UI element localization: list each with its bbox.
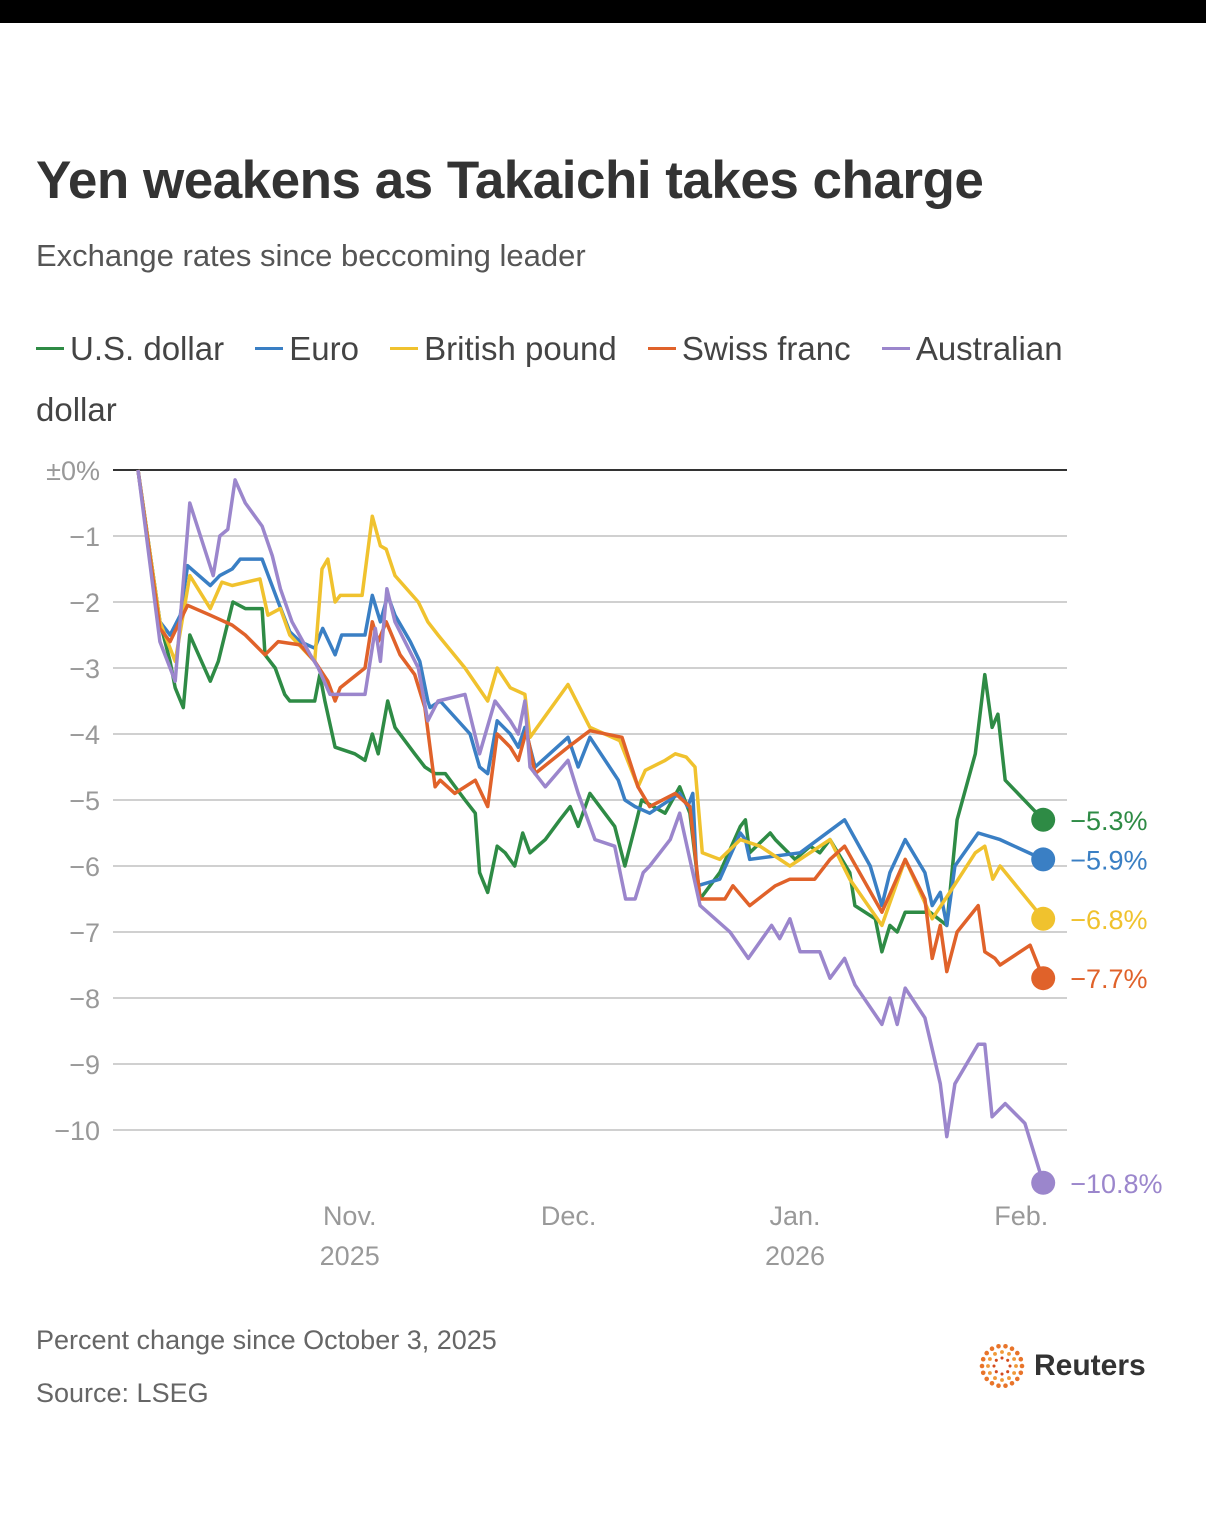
end-point-australian-dollar <box>1031 1170 1056 1195</box>
logo-dot <box>1014 1350 1020 1356</box>
legend-label: Euro <box>289 330 359 367</box>
end-label-australian-dollar: −10.8% <box>1070 1169 1162 1199</box>
y-tick-label: −10 <box>54 1116 100 1146</box>
series-line-australian-dollar <box>136 469 1045 1184</box>
legend-item-euro: Euro <box>255 330 359 367</box>
legend: U.S. dollar Euro British pound Swiss fra… <box>36 318 1166 440</box>
logo-dot <box>1000 1356 1004 1360</box>
reuters-logo-icon <box>979 1343 1025 1389</box>
end-point-british-pound <box>1031 906 1056 931</box>
series-line-swiss-franc <box>136 469 1045 979</box>
logo-dot <box>1012 1371 1017 1375</box>
logo-dot <box>996 1383 1001 1389</box>
logo-dot <box>987 1357 992 1361</box>
logo-dot <box>993 1376 997 1381</box>
legend-swatch <box>36 346 64 350</box>
x-tick-label: Nov. <box>323 1201 377 1231</box>
logo-dot <box>1006 1358 1010 1362</box>
x-tick-label: Dec. <box>541 1201 597 1231</box>
legend-item-chf: Swiss franc <box>647 330 851 367</box>
logo-dot <box>989 1346 995 1352</box>
logo-dot <box>1003 1343 1008 1349</box>
logo-dot <box>1006 1370 1010 1374</box>
y-tick-label: −4 <box>69 720 100 750</box>
end-label-u-s-dollar: −5.3% <box>1070 806 1147 836</box>
logo-dot <box>996 1343 1001 1349</box>
logo-dot <box>984 1376 990 1382</box>
logo-text: Reuters <box>1034 1349 1146 1382</box>
y-tick-label: −6 <box>69 852 100 882</box>
logo-dot <box>1012 1357 1017 1361</box>
legend-swatch <box>390 346 419 350</box>
legend-label: Australian dollar <box>36 330 1063 428</box>
logo-dot <box>980 1356 986 1362</box>
top-bar <box>0 0 1206 23</box>
end-label-euro: −5.9% <box>1070 845 1147 875</box>
logo-dot <box>994 1358 998 1362</box>
logo-dot <box>1018 1370 1024 1376</box>
chart-title: Yen weakens as Takaichi takes charge <box>36 151 984 210</box>
logo-dot <box>979 1363 985 1369</box>
end-label-swiss-franc: −7.7% <box>1070 964 1147 994</box>
logo-dot <box>1000 1350 1004 1354</box>
series-line-euro <box>136 469 1044 928</box>
logo-dot <box>987 1371 992 1375</box>
logo-dot <box>1014 1364 1018 1368</box>
y-tick-label: −1 <box>69 522 100 552</box>
end-point-swiss-franc <box>1031 966 1056 991</box>
end-label-british-pound: −6.8% <box>1070 905 1147 935</box>
end-point-u-s-dollar <box>1031 807 1056 832</box>
logo-dot <box>1008 1364 1012 1368</box>
logo-dot <box>1018 1356 1024 1362</box>
legend-swatch <box>881 346 910 350</box>
logo-dot <box>994 1370 998 1374</box>
legend-swatch <box>647 346 676 350</box>
legend-item-gbp: British pound <box>390 330 617 367</box>
source-note: Source: LSEG <box>36 1378 209 1408</box>
legend-item-usd: U.S. dollar <box>36 330 224 367</box>
logo-dot <box>992 1364 996 1368</box>
legend-item-aud: Australian dollar <box>36 330 1063 428</box>
logo-dot <box>984 1350 990 1356</box>
logo-dot <box>1009 1380 1015 1386</box>
logo-dot <box>1009 1346 1015 1352</box>
logo-dot <box>1019 1363 1025 1369</box>
logo-dot <box>993 1351 997 1356</box>
y-tick-label: −9 <box>69 1050 100 1080</box>
series-line-u-s-dollar <box>136 469 1045 954</box>
line-chart: ±0% −1 −2 −3 −4 −5 −6 −7 −8 −9 −10 Nov. 2025 Dec. Jan.… <box>46 456 1162 1271</box>
logo-dot <box>1000 1378 1004 1382</box>
logo-dot <box>980 1370 986 1376</box>
logo-dot <box>1007 1376 1011 1381</box>
legend-label: British pound <box>424 330 617 367</box>
legend-label: U.S. dollar <box>70 330 225 367</box>
logo-dot <box>1007 1351 1011 1356</box>
y-tick-label: −3 <box>69 654 100 684</box>
legend-label: Swiss franc <box>681 330 851 367</box>
end-point-euro <box>1031 847 1056 872</box>
footnote: Percent change since October 3, 2025 <box>36 1325 497 1355</box>
legend-swatch <box>255 346 284 350</box>
chart-subtitle: Exchange rates since beccoming leader <box>36 238 586 273</box>
logo-dot <box>1014 1376 1020 1382</box>
logo-dot <box>1003 1383 1008 1389</box>
logo-dot <box>1000 1372 1004 1376</box>
y-tick-label: −5 <box>69 786 100 816</box>
y-tick-label: −2 <box>69 588 100 618</box>
series-line-british-pound <box>136 469 1045 928</box>
x-tick-label: Jan. <box>769 1201 820 1231</box>
y-tick-label: ±0% <box>46 456 100 486</box>
logo-dot <box>986 1364 990 1368</box>
y-tick-label: −8 <box>69 984 100 1014</box>
x-tick-sublabel: 2026 <box>765 1241 825 1271</box>
x-tick-label: Feb. <box>994 1201 1048 1231</box>
reuters-logo: Reuters <box>978 1342 1146 1390</box>
logo-dot <box>989 1380 995 1386</box>
y-tick-label: −7 <box>69 918 100 948</box>
x-tick-sublabel: 2025 <box>320 1241 380 1271</box>
